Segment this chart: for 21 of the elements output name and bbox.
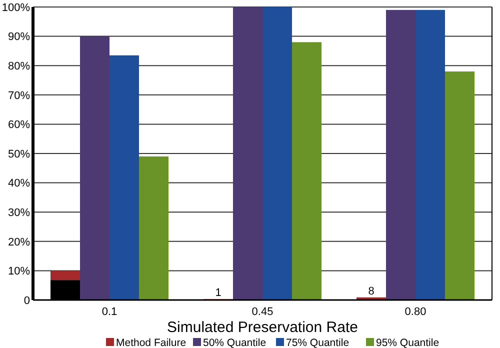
legend-label: 95% Quantile — [376, 337, 440, 348]
x-axis-title: Simulated Preservation Rate — [167, 319, 358, 336]
x-tick-label: 0.80 — [404, 306, 426, 318]
y-tick-label: 30% — [8, 206, 30, 219]
annotation: 8 — [368, 285, 374, 298]
y-tick-label: 90% — [8, 31, 30, 44]
legend-label: 75% Quantile — [286, 337, 350, 348]
x-tick-label: 0.45 — [252, 306, 274, 318]
y-tick-label: 70% — [8, 90, 30, 102]
legend-label: 50% Quantile — [203, 337, 266, 348]
y-tick-label: 20% — [8, 236, 30, 248]
y-tick-label: 0 — [24, 294, 30, 307]
x-tick-label: 0.1 — [102, 306, 118, 318]
y-tick-label: 10% — [8, 266, 30, 278]
y-tick-label: 50% — [8, 148, 30, 160]
y-tick-label: 100% — [2, 2, 30, 14]
legend-label: Method Failure — [116, 337, 186, 348]
y-tick-label: 80% — [8, 60, 30, 72]
y-tick-label: 60% — [8, 119, 30, 132]
annotation: 1 — [215, 287, 222, 300]
y-tick-label: 40% — [8, 178, 30, 190]
